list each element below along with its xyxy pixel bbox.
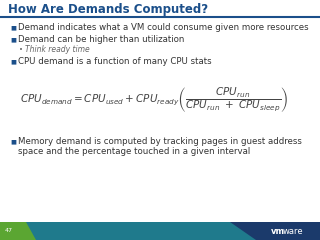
- Bar: [0, 222, 320, 240]
- Text: ■: ■: [10, 37, 16, 42]
- Polygon shape: [0, 222, 36, 240]
- Text: vm: vm: [271, 227, 285, 235]
- Text: $\mathit{CPU}_{demand} = \mathit{CPU}_{used} + \mathit{CPU}_{ready}\left(\dfrac{: $\mathit{CPU}_{demand} = \mathit{CPU}_{u…: [20, 86, 288, 114]
- Text: How Are Demands Computed?: How Are Demands Computed?: [8, 4, 208, 17]
- Text: CPU demand is a function of many CPU stats: CPU demand is a function of many CPU sta…: [18, 58, 212, 66]
- Text: ■: ■: [10, 25, 16, 30]
- Text: •: •: [19, 47, 23, 53]
- Text: ■: ■: [10, 139, 16, 144]
- Polygon shape: [230, 222, 320, 240]
- Text: 47: 47: [5, 228, 13, 234]
- Text: Think ready time: Think ready time: [25, 46, 90, 54]
- Text: Demand indicates what a VM could consume given more resources: Demand indicates what a VM could consume…: [18, 24, 308, 32]
- Text: ■: ■: [10, 60, 16, 65]
- Text: ware: ware: [283, 227, 304, 235]
- Text: Demand can be higher than utilization: Demand can be higher than utilization: [18, 36, 184, 44]
- Text: Memory demand is computed by tracking pages in guest address: Memory demand is computed by tracking pa…: [18, 138, 302, 146]
- Text: space and the percentage touched in a given interval: space and the percentage touched in a gi…: [18, 148, 250, 156]
